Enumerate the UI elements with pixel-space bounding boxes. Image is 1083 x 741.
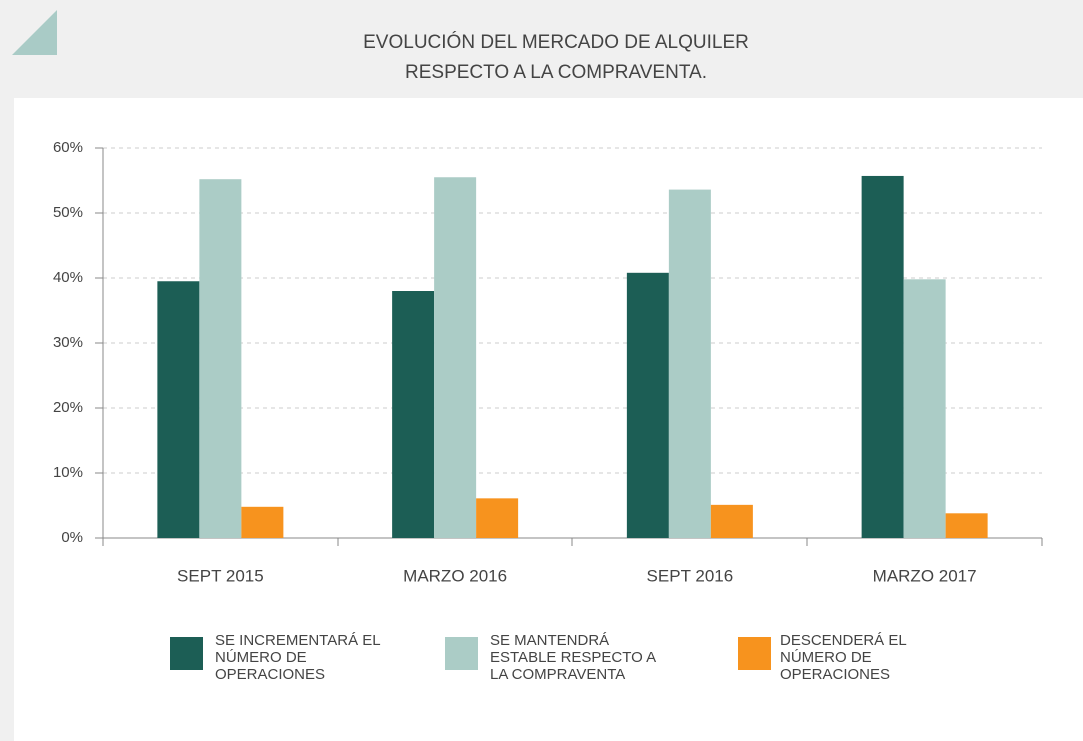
y-tick-label: 60% [53,139,83,156]
bar [861,175,904,538]
bar [199,179,242,538]
legend-swatch [738,637,771,670]
bar [945,513,988,538]
left-border [0,98,14,741]
y-tick-label: 30% [53,334,83,351]
bar [710,504,753,538]
legend-label: SE INCREMENTARÁ EL NÚMERO DE OPERACIONES [215,632,381,683]
bar [626,272,669,538]
bar [392,291,435,538]
y-tick-label: 0% [61,529,83,546]
chart-title: RESPECTO A LA COMPRAVENTA. [405,62,707,83]
legend-label: DESCENDERÁ EL NÚMERO DE OPERACIONES [780,632,907,683]
bar [668,189,711,538]
bar [157,281,200,538]
bar [434,177,477,538]
header-band [0,0,1083,98]
y-tick-label: 40% [53,269,83,286]
y-tick-label: 50% [53,204,83,221]
y-tick-label: 10% [53,464,83,481]
chart-title: EVOLUCIÓN DEL MERCADO DE ALQUILER [363,31,749,53]
x-tick-label: SEPT 2016 [647,566,734,585]
legend-swatch [445,637,478,670]
x-tick-label: MARZO 2016 [403,566,507,585]
bar [241,506,284,538]
corner-triangle [12,10,57,55]
legend-label: SE MANTENDRÁ ESTABLE RESPECTO A LA COMPR… [490,632,656,683]
legend-swatch [170,637,203,670]
bar [476,498,519,538]
x-tick-label: MARZO 2017 [873,566,977,585]
y-tick-label: 20% [53,399,83,416]
bar [903,279,946,538]
x-tick-label: SEPT 2015 [177,566,264,585]
